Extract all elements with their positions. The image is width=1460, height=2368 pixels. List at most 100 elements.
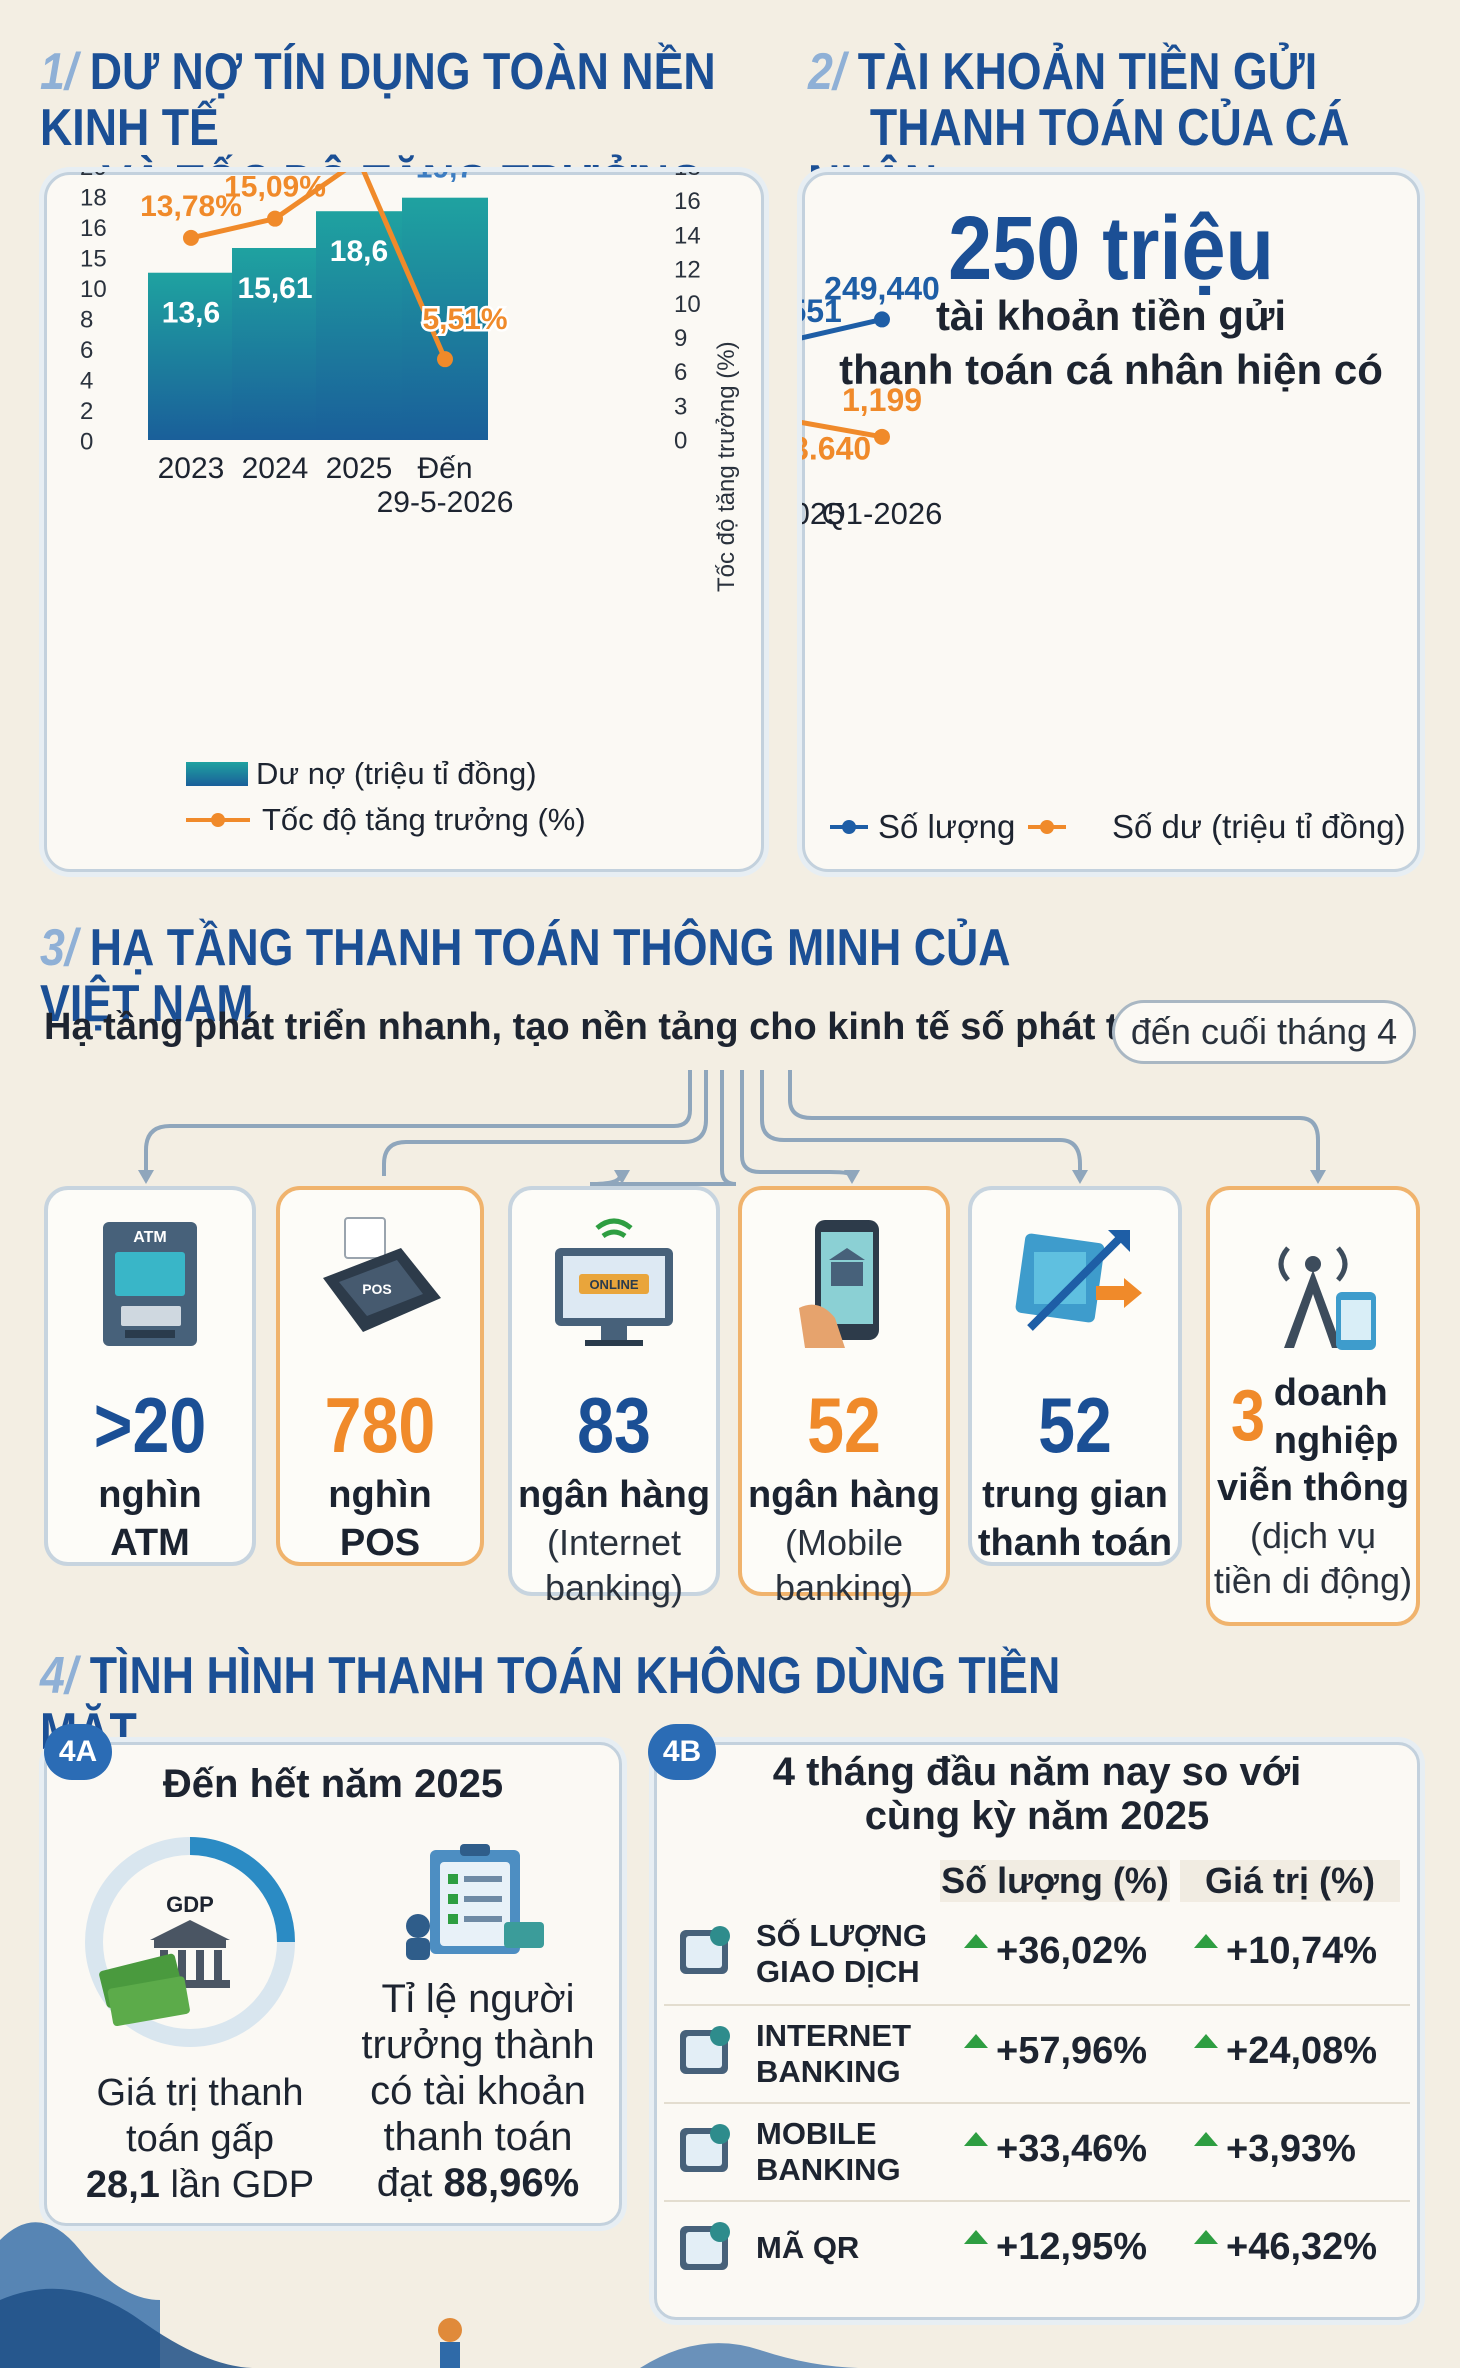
y-right-tick: 6 xyxy=(674,359,687,386)
period-badge: đến cuối tháng 4 xyxy=(1112,1000,1416,1064)
infra-card-3: ONLINE 83 ngân hàng (Internet banking) xyxy=(508,1186,720,1608)
infra-label-3: (dịch vụ xyxy=(1249,1514,1377,1556)
comparison-row: MOBILE BANKING +33,46% +3,93% xyxy=(664,2102,1410,2194)
comparison-row: INTERNET BANKING +57,96% +24,08% xyxy=(664,2004,1410,2096)
x-tick-deadline-l2: 29-5-2026 xyxy=(377,486,514,519)
accounts-sub-line1: tài khoản tiền gửi xyxy=(935,292,1287,339)
growth-line xyxy=(190,172,448,361)
tag-4b: 4B xyxy=(648,1724,716,1780)
card-4a-left-text: Giá trị thanh toán gấp 28,1 lần GDP xyxy=(60,2070,340,2208)
section-1-number: 1/ xyxy=(40,43,78,101)
infra-label-3: banking) xyxy=(774,1566,914,1608)
row-label-line1: SỐ LƯỢNG xyxy=(756,1918,927,1953)
legend-balance-marker xyxy=(1040,820,1054,834)
right-line5-pre: đạt xyxy=(376,2161,444,2205)
y-right-tick: 14 xyxy=(674,222,701,249)
quarter-tick: Q4-2025 xyxy=(802,496,844,531)
y-right-tick: 18 xyxy=(674,172,701,181)
infra-label-0b: doanh xyxy=(1273,1372,1388,1414)
infra-card-6: 3 doanh nghiệp viễn thông (dịch vụ tiền di… xyxy=(1206,1186,1420,1626)
section-2-title-line1: TÀI KHOẢN TIỀN GỬI xyxy=(857,43,1318,101)
pos-terminal-icon: POS xyxy=(323,1217,441,1332)
up-arrow-icon xyxy=(964,1933,988,1948)
infra-label-2: POS xyxy=(339,1521,421,1564)
online-computer-icon: ONLINE xyxy=(555,1218,673,1346)
y-left-tick: 8 xyxy=(80,307,93,334)
bottom-decoration xyxy=(0,2222,880,2368)
heading-line1: 4 tháng đầu năm nay so với xyxy=(772,1750,1302,1794)
checklist-icon xyxy=(406,1844,544,1960)
growth-point xyxy=(183,229,199,246)
gdp-label: GDP xyxy=(166,1892,214,1917)
right-line1: Tỉ lệ người xyxy=(381,1977,575,2021)
left-line3-tail: lần GDP xyxy=(159,2164,315,2206)
legend-balance-label: Số dư (triệu tỉ đồng) xyxy=(1112,808,1406,845)
count-point xyxy=(874,311,890,328)
x-tick: 2023 xyxy=(158,452,225,485)
right-line2: trưởng thành xyxy=(361,2023,595,2067)
legend-line-marker xyxy=(211,813,225,827)
y-left-tick: 10 xyxy=(80,276,107,303)
infra-label-2: viễn thông xyxy=(1216,1467,1410,1509)
row-label-line1: MOBILE xyxy=(756,2116,877,2151)
up-arrow-icon xyxy=(1194,2131,1218,2146)
infra-card-2: POS 780 nghìn POS xyxy=(276,1186,484,1566)
credit-chart: 201816151086420 18161412109630 13,615,61… xyxy=(80,172,740,837)
atm-text: ATM xyxy=(133,1229,166,1246)
infra-value: 3 xyxy=(1230,1376,1265,1456)
infra-label-1: trung gian xyxy=(982,1474,1168,1516)
legend-count-label: Số lượng xyxy=(878,808,1015,845)
x-tick: 2024 xyxy=(242,452,309,485)
accounts-sub-line2: thanh toán cá nhân hiện có xyxy=(839,346,1383,393)
quarter-tick: Q1-2026 xyxy=(822,496,943,531)
count-line xyxy=(802,316,883,341)
section-3-title-text: HẠ TẦNG THANH TOÁN THÔNG MINH CỦA VIỆT N… xyxy=(40,919,1009,1033)
heading-line2: cùng kỳ năm 2025 xyxy=(864,1794,1210,1838)
credit-bar xyxy=(402,197,488,440)
pos-text: POS xyxy=(362,1281,392,1297)
infra-label-1: nghiệp xyxy=(1273,1419,1399,1462)
count-change: +57,96% xyxy=(996,2030,1148,2072)
growth-label: 5,51% xyxy=(422,303,507,336)
count-label: 232,551 xyxy=(802,293,842,329)
credit-bar xyxy=(232,247,318,440)
card-4b xyxy=(654,1742,1420,2320)
y-axis-right-label: Tốc độ tăng trưởng (%) xyxy=(713,341,740,592)
balance-line xyxy=(802,420,883,440)
value-change: +24,08% xyxy=(1226,2030,1378,2072)
infra-label-1: nghìn xyxy=(328,1474,432,1516)
accounts-chart: 216,386223,823232,551249,4401,3451,303.8… xyxy=(802,270,1406,845)
value-change: +3,93% xyxy=(1226,2128,1356,2170)
growth-label: 13,78% xyxy=(140,190,242,223)
infra-label-1: ngân hàng xyxy=(517,1474,711,1516)
infra-value: 52 xyxy=(807,1381,881,1469)
credit-bar xyxy=(316,211,402,440)
up-arrow-icon xyxy=(964,2131,988,2146)
atm-icon: ATM xyxy=(103,1222,197,1346)
bar-value-label: 18,6 xyxy=(330,235,388,268)
infrastructure-connectors xyxy=(138,1070,1326,1186)
y-left-tick: 18 xyxy=(80,185,107,212)
up-arrow-icon xyxy=(1194,2033,1218,2048)
mobile-bank-icon xyxy=(799,1220,879,1348)
count-change: +33,46% xyxy=(996,2128,1148,2170)
row-label-line1: INTERNET xyxy=(756,2018,911,2053)
accounts-card xyxy=(802,172,1420,872)
y-left-tick: 4 xyxy=(80,368,93,395)
y-right-tick: 9 xyxy=(674,325,687,352)
row-label-line2: BANKING xyxy=(756,2053,901,2089)
y-right-tick: 3 xyxy=(674,393,687,420)
right-line3: có tài khoản xyxy=(370,2069,586,2113)
col-header-count: Số lượng (%) xyxy=(940,1860,1170,1902)
section-2-number: 2/ xyxy=(808,43,846,101)
legend-count-marker xyxy=(842,820,856,834)
section-4-title: 4/ TÌNH HÌNH THANH TOÁN KHÔNG DÙNG TIỀN … xyxy=(40,1648,1072,1760)
infra-card-5: 52 trung gian thanh toán xyxy=(968,1186,1182,1566)
smartphone-icon xyxy=(680,2124,730,2172)
comparison-row: SỐ LƯỢNG GIAO DỊCH +36,02% +10,74% xyxy=(664,1906,1410,1998)
row-label-line2: GIAO DỊCH xyxy=(756,1953,920,1989)
legend-line-label: Tốc độ tăng trưởng (%) xyxy=(262,802,586,837)
growth-label: 15,09% xyxy=(224,172,326,204)
balance-point xyxy=(874,428,890,445)
legend-bar-swatch xyxy=(186,762,248,786)
